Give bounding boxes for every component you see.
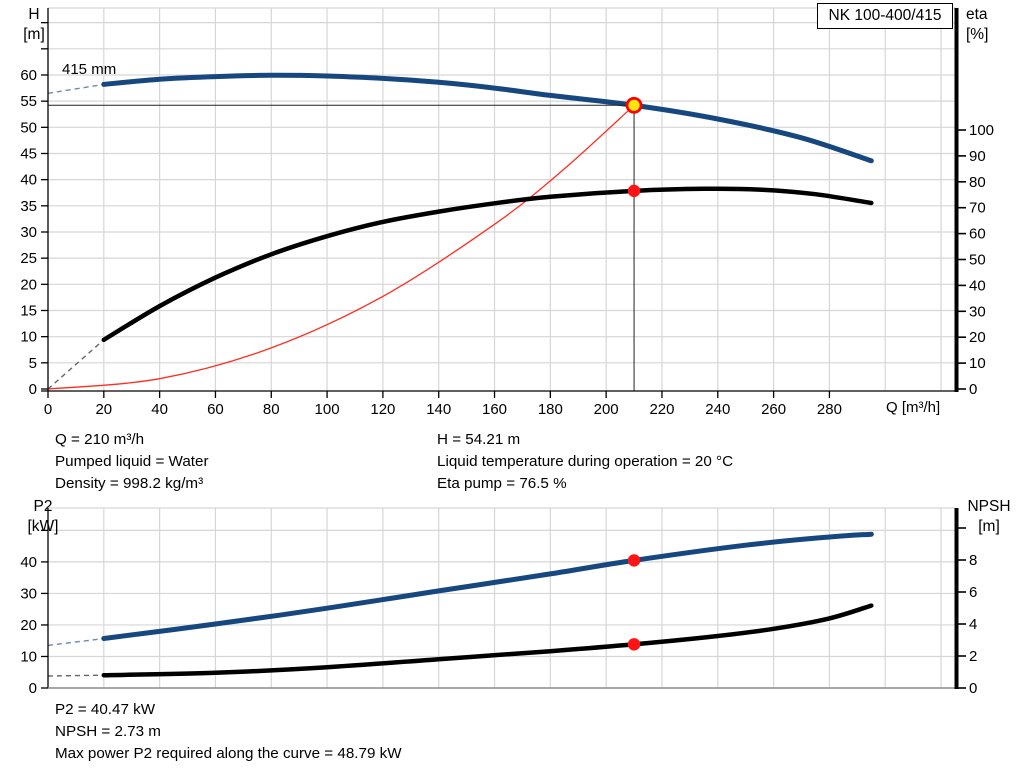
left-axis-tick-label: 40 <box>20 554 37 571</box>
right-axis-tick-label: 90 <box>969 148 986 165</box>
left-axis-tick-label: 20 <box>20 617 37 634</box>
operating-point-info-right: H = 54.21 m Liquid temperature during op… <box>437 429 733 495</box>
p2-curve <box>101 531 874 641</box>
right-axis-tick-label: 100 <box>969 122 994 139</box>
npsh-point-marker <box>627 638 641 651</box>
x-axis-tick-label: 60 <box>207 401 224 418</box>
head-curve-415mm <box>101 72 874 164</box>
info-line-density: Density = 998.2 kg/m³ <box>55 475 204 492</box>
x-axis-tick-label: 260 <box>761 401 786 418</box>
x-axis-tick-label: 160 <box>482 401 507 418</box>
left-axis-tick-label: 15 <box>20 302 37 319</box>
right-axis-tick-label: 60 <box>969 226 986 243</box>
left-axis-tick-label: 45 <box>20 145 37 162</box>
system-curve <box>47 104 635 390</box>
npsh-axis-title-line1: NPSH <box>967 498 1011 515</box>
x-axis-tick-label: 0 <box>44 401 52 418</box>
right-axis-tick-label: 10 <box>969 355 986 372</box>
right-axis-tick-label: 80 <box>969 174 986 191</box>
x-axis-tick-label: 20 <box>95 401 112 418</box>
eta-point-marker <box>627 184 641 198</box>
right-axis-tick-label: 70 <box>969 200 986 217</box>
info-line-maxpower: Max power P2 required along the curve = … <box>55 745 402 762</box>
left-axis-tick-label: 40 <box>20 172 37 189</box>
left-axis-tick-label: 0 <box>29 381 37 398</box>
info-line-p2: P2 = 40.47 kW <box>55 701 156 718</box>
eta-axis-title: eta [%] <box>966 5 1002 45</box>
p2-curve-dashed-extension <box>47 637 104 647</box>
right-axis-tick-label: 2 <box>969 648 977 665</box>
x-axis-tick-label: 280 <box>817 401 842 418</box>
x-axis-tick-label: 200 <box>594 401 619 418</box>
info-line-q: Q = 210 m³/h <box>55 431 145 448</box>
left-axis-tick-label: 5 <box>29 355 37 372</box>
x-axis-tick-label: 220 <box>649 401 674 418</box>
left-axis-tick-label: 35 <box>20 198 37 215</box>
h-axis-title: H [m] <box>16 5 52 45</box>
right-axis-tick-label: 40 <box>969 277 986 294</box>
duty-point-marker[interactable] <box>625 96 643 114</box>
x-axis-tick-label: 80 <box>263 401 280 418</box>
npsh-curve-dashed-extension <box>47 674 104 677</box>
left-axis-tick-label: 55 <box>20 93 37 110</box>
npsh-axis-title: NPSH [m] <box>961 497 1017 537</box>
p2-axis-title-line2: [kW] <box>27 518 59 535</box>
info-line-temperature: Liquid temperature during operation = 20… <box>437 453 734 470</box>
eta-curve-dashed-extension <box>47 339 105 390</box>
right-axis-tick-label: 6 <box>969 584 977 601</box>
left-axis-tick-label: 0 <box>29 680 37 697</box>
head-curve-415mm-dashed-extension <box>47 83 104 94</box>
npsh-curve <box>101 603 874 678</box>
info-line-liquid: Pumped liquid = Water <box>55 453 209 470</box>
left-axis-tick-label: 50 <box>20 119 37 136</box>
right-axis-tick-label: 30 <box>969 303 986 320</box>
right-axis-tick-label: 20 <box>969 329 986 346</box>
h-axis-title-line1: H <box>28 6 40 23</box>
left-axis-tick-label: 60 <box>20 67 37 84</box>
left-axis-tick-label: 30 <box>20 585 37 602</box>
power-npsh-info: P2 = 40.47 kW NPSH = 2.73 m Max power P2… <box>55 699 402 765</box>
pump-model-badge: NK 100-400/415 <box>817 3 953 29</box>
left-axis-tick-label: 20 <box>20 276 37 293</box>
left-axis-tick-label: 30 <box>20 224 37 241</box>
right-axis-tick-label: 8 <box>969 552 977 569</box>
right-axis-tick-label: 4 <box>969 616 977 633</box>
operating-point-info-left: Q = 210 m³/h Pumped liquid = Water Densi… <box>55 429 209 495</box>
q-axis-label: Q [m³/h] <box>886 399 941 416</box>
x-axis-tick-label: 40 <box>151 401 168 418</box>
p2-point-marker <box>627 554 641 567</box>
npsh-axis-title-line2: [m] <box>978 518 1000 535</box>
info-line-eta: Eta pump = 76.5 % <box>437 475 567 492</box>
info-line-h: H = 54.21 m <box>437 431 521 448</box>
left-axis-tick-label: 10 <box>20 648 37 665</box>
eta-axis-title-line1: eta <box>966 6 988 23</box>
x-axis-tick-label: 240 <box>705 401 730 418</box>
eta-axis-title-line2: [%] <box>966 26 989 43</box>
impeller-diameter-label: 415 mm <box>62 61 117 78</box>
right-axis-tick-label: 50 <box>969 251 986 268</box>
right-axis-tick-label: 0 <box>969 381 977 398</box>
left-axis-tick-label: 25 <box>20 250 37 267</box>
p2-axis-title: P2 [kW] <box>22 497 64 537</box>
x-axis-tick-label: 100 <box>315 401 340 418</box>
info-line-npsh: NPSH = 2.73 m <box>55 723 161 740</box>
x-axis-tick-label: 120 <box>370 401 395 418</box>
x-axis-tick-label: 140 <box>426 401 451 418</box>
right-axis-tick-label: 0 <box>969 680 977 697</box>
left-axis-tick-label: 10 <box>20 329 37 346</box>
eta-curve <box>101 186 874 343</box>
h-axis-title-line2: [m] <box>23 26 45 43</box>
p2-axis-title-line1: P2 <box>33 498 53 515</box>
x-axis-tick-label: 180 <box>538 401 563 418</box>
